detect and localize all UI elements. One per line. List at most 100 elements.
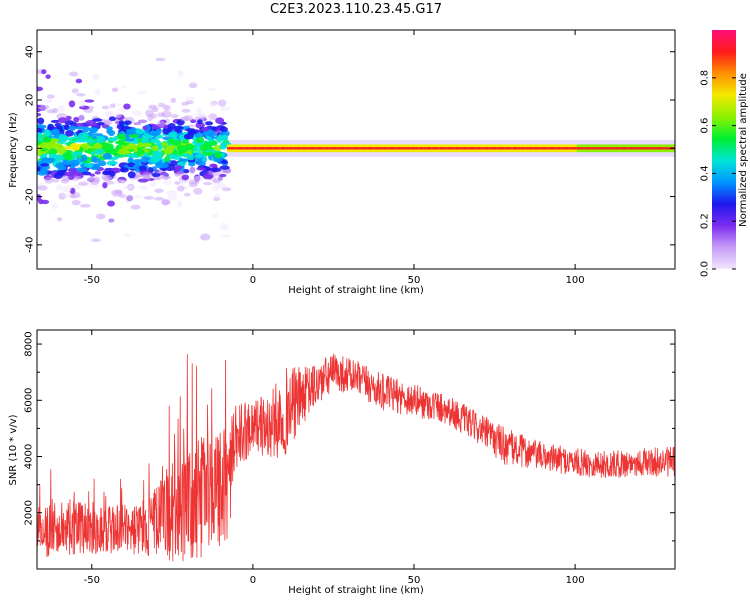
spectrogram-cell <box>200 233 211 241</box>
spectrogram-band-core <box>307 147 310 150</box>
spectrogram-band-core <box>555 147 558 150</box>
spectrogram-cell <box>68 100 76 108</box>
spectrogram-cell <box>108 218 115 223</box>
spectrogram-band-core <box>380 147 383 150</box>
spectrogram-cell <box>92 133 104 137</box>
spectrogram-band-core <box>314 147 317 150</box>
spectrogram-cell <box>96 213 106 220</box>
spectrogram-cell <box>104 110 115 118</box>
snr-x-tick-label: -50 <box>84 575 100 586</box>
spectrogram-cell <box>72 171 83 176</box>
spectrogram-cell <box>46 109 56 114</box>
spectrogram-band-core <box>608 147 611 150</box>
spectrogram-band-core <box>568 147 571 150</box>
spectrogram-cell <box>198 112 207 118</box>
spectrogram-band-core <box>576 147 579 150</box>
spectrogram-band-core <box>269 147 271 150</box>
spectrogram-cell <box>181 108 191 113</box>
spectrogram-x-tick-label: 50 <box>408 275 421 286</box>
spectrogram-cell <box>37 185 48 191</box>
spectrogram-band-core <box>402 147 405 150</box>
spectrogram-cell <box>214 151 223 159</box>
spectrogram-band-core <box>499 147 502 150</box>
spectrogram-cell <box>72 151 79 159</box>
spectrogram-band-core <box>649 147 652 150</box>
spectrogram-band-core <box>373 147 376 150</box>
spectrogram-cell <box>212 178 221 184</box>
spectrogram-band-core <box>291 147 294 150</box>
spectrogram-band-core <box>525 147 528 150</box>
spectrogram-band-core <box>360 147 363 150</box>
spectrogram-band-core <box>289 147 292 150</box>
spectrogram-band-core <box>534 147 537 150</box>
spectrogram-cell <box>217 99 227 107</box>
spectrogram-band-core <box>623 147 626 150</box>
spectrogram-band-core <box>354 147 357 150</box>
spectrogram-band-core <box>515 147 518 150</box>
spectrogram-band-core <box>496 147 499 150</box>
spectrogram-band-core <box>281 147 284 150</box>
spectrogram-y-tick-label: 0 <box>25 145 36 151</box>
spectrogram-band-core <box>248 147 250 150</box>
spectrogram-cell <box>123 103 131 110</box>
spectrogram-cell <box>118 120 125 126</box>
spectrogram-cell <box>114 189 124 195</box>
spectrogram-cell <box>166 190 178 197</box>
spectrogram-band-core <box>457 147 460 150</box>
spectrogram-cell <box>57 155 65 160</box>
spectrogram-cell <box>151 150 163 156</box>
colorbar-tick-label: 0.4 <box>700 165 711 181</box>
spectrogram-cell <box>181 101 190 106</box>
spectrogram-band-core <box>550 147 553 150</box>
spectrogram-cell <box>162 148 173 152</box>
spectrogram-band-core <box>391 147 394 150</box>
spectrogram-band-core <box>610 147 613 150</box>
spectrogram-band-core <box>639 147 642 150</box>
spectrogram-cell <box>141 142 152 148</box>
spectrogram-band-core <box>306 147 308 150</box>
spectrogram-band-core <box>504 147 507 150</box>
spectrogram-cell <box>61 174 70 182</box>
spectrogram-cell <box>211 140 218 146</box>
spectrogram-band-core <box>463 147 466 150</box>
spectrogram-cell <box>141 138 150 145</box>
spectrogram-cell <box>102 152 112 160</box>
spectrogram-band-core <box>298 147 300 150</box>
spectrogram-band-core <box>351 147 354 150</box>
spectrogram-cell <box>84 162 94 168</box>
spectrogram-band-core <box>444 147 447 150</box>
spectrogram-x-tick-label: 100 <box>566 275 585 286</box>
spectrogram-cell <box>203 181 213 186</box>
spectrogram-band-core <box>472 147 474 150</box>
spectrogram-cell <box>197 136 205 144</box>
spectrogram-cell <box>123 120 132 125</box>
spectrogram-band-core <box>452 147 455 150</box>
spectrogram-band-core <box>394 147 397 150</box>
spectrogram-cell <box>210 167 222 173</box>
spectrogram-band-core <box>554 147 557 150</box>
spectrogram-band-core <box>547 147 550 150</box>
spectrogram-band-core <box>631 147 634 150</box>
spectrogram-band-core <box>478 147 481 150</box>
spectrogram-band-core <box>509 147 511 150</box>
spectrogram-band-core <box>523 147 526 150</box>
spectrogram-cell <box>151 131 161 136</box>
spectrogram-band-core <box>557 147 560 150</box>
spectrogram-cell <box>154 188 164 194</box>
spectrogram-band-core <box>625 147 627 150</box>
spectrogram-cell <box>58 133 65 141</box>
spectrogram-band-core <box>278 147 281 150</box>
spectrogram-band-core <box>339 147 342 150</box>
spectrogram-cell <box>123 138 135 142</box>
spectrogram-band-core <box>571 147 574 150</box>
spectrogram-band-core <box>613 147 616 150</box>
spectrogram-panel: -50 0 50 100 -40 -20 0 20 40 Height of straight… <box>8 29 676 296</box>
spectrogram-band-core <box>330 147 333 150</box>
spectrogram-cell <box>164 155 170 163</box>
spectrogram-cell <box>60 185 72 193</box>
spectrogram-cell <box>39 166 48 175</box>
spectrogram-band-core <box>368 147 371 150</box>
spectrogram-cell <box>186 131 194 140</box>
spectrogram-band-core <box>501 147 503 150</box>
spectrogram-band-core <box>302 147 305 150</box>
